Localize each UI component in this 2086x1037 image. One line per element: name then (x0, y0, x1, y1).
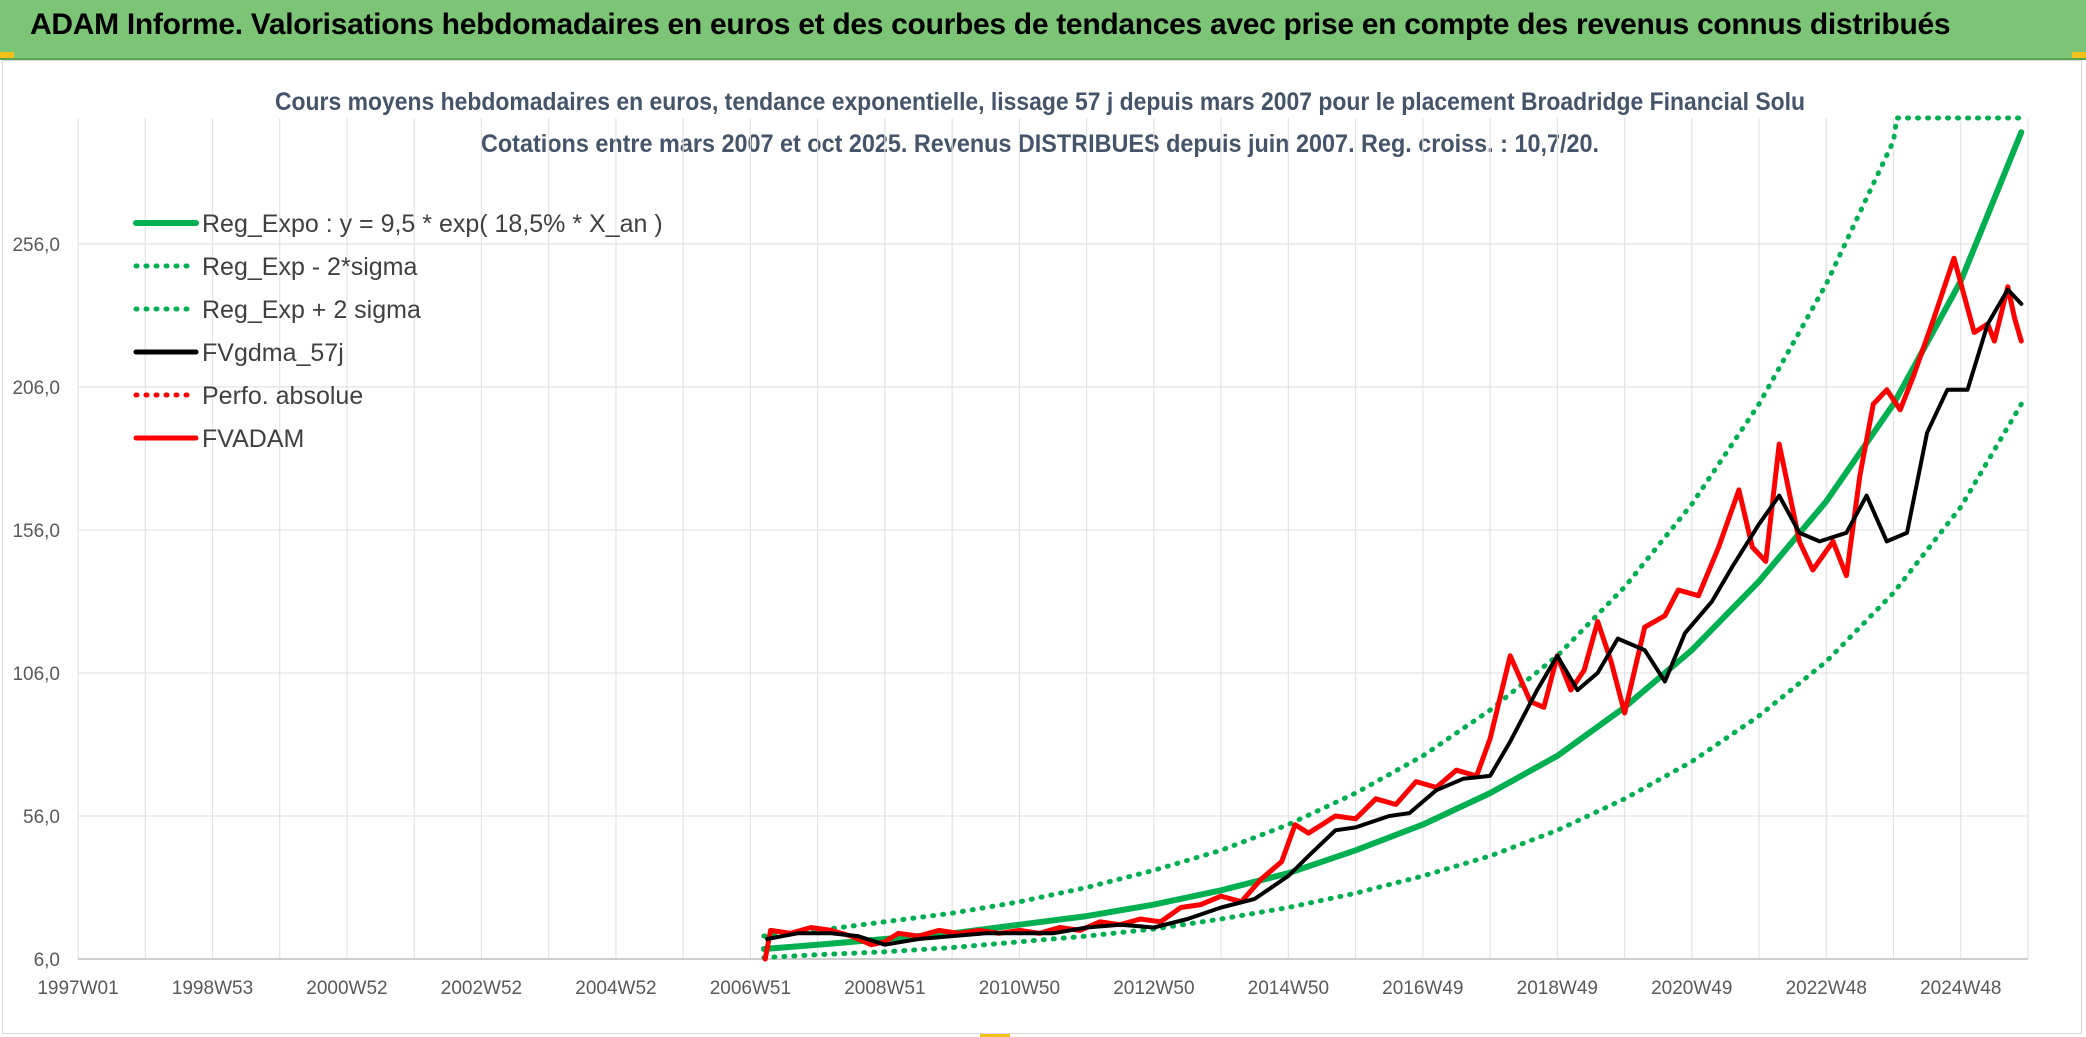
y-tick-label: 206,0 (12, 378, 60, 399)
legend-label: Reg_Exp + 2 sigma (202, 296, 421, 324)
series-line-3 (761, 115, 2024, 939)
y-tick-label: 156,0 (12, 521, 60, 542)
x-tick-label: 2014W50 (1248, 978, 1329, 999)
corner-accent-bottom (980, 1033, 1010, 1037)
x-tick-label: 2006W51 (710, 978, 791, 999)
x-tick-label: 1997W01 (37, 978, 118, 999)
y-tick-label: 56,0 (23, 807, 60, 828)
legend-label: Perfo. absolue (202, 382, 363, 410)
y-tick-label: 256,0 (12, 235, 60, 256)
x-tick-label: 2018W49 (1517, 978, 1598, 999)
x-tick-label: 1998W53 (172, 978, 253, 999)
legend-label: Reg_Expo : y = 9,5 * exp( 18,5% * X_an ) (202, 210, 663, 238)
x-tick-label: 2020W49 (1651, 978, 1732, 999)
corner-accent-left (0, 52, 14, 58)
legend-label: FVgdma_57j (202, 339, 344, 367)
y-tick-label: 106,0 (12, 664, 60, 685)
legend-label: Reg_Exp - 2*sigma (202, 253, 417, 281)
x-tick-label: 2004W52 (575, 978, 656, 999)
x-tick-label: 2022W48 (1786, 978, 1867, 999)
series-line-4 (765, 287, 2024, 947)
x-tick-label: 2012W50 (1113, 978, 1194, 999)
series-line-2 (761, 401, 2024, 961)
banner-title: ADAM Informe. Valorisations hebdomadaire… (30, 8, 1951, 41)
x-tick-label: 2024W48 (1920, 978, 2001, 999)
title-banner: ADAM Informe. Valorisations hebdomadaire… (0, 0, 2086, 60)
x-tick-label: 2008W51 (844, 978, 925, 999)
x-tick-label: 2016W49 (1382, 978, 1463, 999)
series-line-5 (762, 255, 2024, 962)
chart-title: Cours moyens hebdomadaires en euros, ten… (275, 88, 1805, 116)
x-tick-label: 2002W52 (441, 978, 522, 999)
legend-label: FVADAM (202, 425, 304, 453)
corner-accent-right (2072, 52, 2086, 58)
y-tick-label: 6,0 (34, 950, 60, 971)
x-tick-label: 2000W52 (306, 978, 387, 999)
x-tick-label: 2010W50 (979, 978, 1060, 999)
chart-subtitle: Cotations entre mars 2007 et oct 2025. R… (481, 130, 1599, 158)
chart-frame (2, 60, 2082, 1034)
